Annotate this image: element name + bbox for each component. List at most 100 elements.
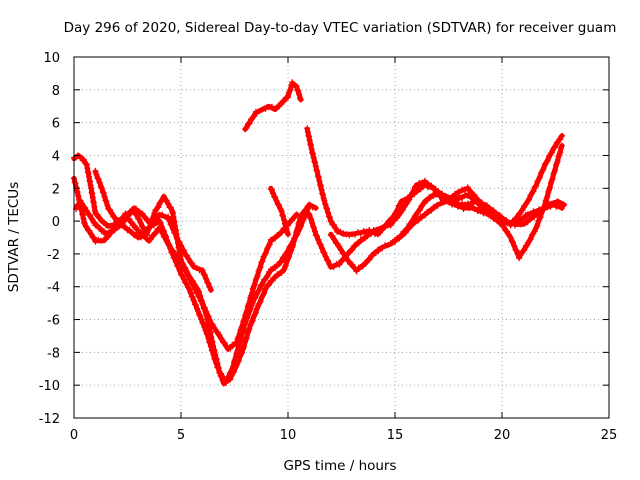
data-point bbox=[150, 219, 157, 226]
data-point bbox=[319, 190, 326, 197]
data-point bbox=[174, 263, 181, 270]
data-point bbox=[308, 145, 315, 152]
data-point bbox=[253, 305, 260, 312]
data-point bbox=[513, 247, 520, 254]
data-point bbox=[317, 181, 324, 188]
data-point bbox=[227, 345, 234, 352]
data-point bbox=[372, 250, 379, 257]
data-point bbox=[329, 232, 336, 239]
data-point bbox=[155, 204, 162, 211]
data-point bbox=[298, 223, 305, 230]
data-point bbox=[187, 277, 194, 284]
data-point bbox=[341, 251, 348, 258]
data-point bbox=[115, 223, 122, 230]
data-point bbox=[457, 202, 464, 209]
data-point bbox=[187, 289, 194, 296]
data-point bbox=[191, 301, 198, 308]
data-point bbox=[213, 356, 220, 363]
data-point bbox=[289, 240, 296, 247]
data-point bbox=[434, 202, 441, 209]
data-point bbox=[156, 219, 163, 226]
data-point bbox=[206, 317, 213, 324]
data-point bbox=[343, 231, 350, 238]
data-point bbox=[387, 222, 394, 229]
data-point bbox=[94, 175, 101, 182]
data-point bbox=[514, 220, 521, 227]
data-point bbox=[306, 201, 313, 208]
data-point bbox=[325, 257, 332, 264]
data-point bbox=[207, 287, 214, 294]
data-point bbox=[479, 199, 486, 206]
data-point bbox=[108, 210, 115, 217]
series-track-j bbox=[392, 197, 568, 244]
series-track-f bbox=[267, 185, 291, 238]
data-point bbox=[311, 158, 318, 165]
data-point bbox=[262, 105, 269, 112]
data-point bbox=[185, 272, 192, 279]
data-point bbox=[308, 216, 315, 223]
data-point bbox=[128, 219, 135, 226]
data-point bbox=[257, 264, 264, 271]
data-point bbox=[257, 298, 264, 305]
data-point bbox=[349, 261, 356, 268]
y-tick-label: 8 bbox=[52, 84, 60, 99]
data-point bbox=[366, 256, 373, 263]
data-point bbox=[301, 214, 308, 221]
data-point bbox=[540, 166, 547, 173]
data-point bbox=[170, 226, 177, 233]
data-point bbox=[83, 223, 90, 230]
data-point bbox=[316, 177, 323, 184]
data-point bbox=[319, 191, 326, 198]
data-point bbox=[424, 197, 431, 204]
data-point bbox=[194, 305, 201, 312]
data-point bbox=[243, 334, 250, 341]
data-point bbox=[281, 220, 288, 227]
data-point bbox=[246, 299, 253, 306]
data-point bbox=[527, 236, 534, 243]
data-point bbox=[332, 225, 339, 232]
data-point bbox=[204, 279, 211, 286]
data-point bbox=[79, 200, 86, 207]
data-point bbox=[178, 242, 184, 249]
y-tick-label: 10 bbox=[43, 51, 60, 66]
data-point bbox=[205, 280, 212, 287]
data-point bbox=[325, 209, 332, 216]
data-point bbox=[268, 103, 275, 110]
chart-title: Day 296 of 2020, Sidereal Day-to-day VTE… bbox=[64, 20, 617, 36]
data-point bbox=[88, 216, 95, 223]
data-point bbox=[236, 331, 243, 338]
data-point bbox=[557, 149, 564, 156]
data-point bbox=[379, 245, 386, 252]
data-point bbox=[106, 206, 113, 213]
data-point bbox=[165, 240, 172, 247]
data-point bbox=[80, 156, 87, 163]
data-point bbox=[278, 208, 285, 215]
data-point bbox=[171, 229, 178, 236]
data-point bbox=[166, 217, 173, 224]
data-point bbox=[285, 248, 291, 255]
data-point bbox=[173, 234, 180, 241]
data-point bbox=[266, 241, 273, 248]
y-tick-label: -12 bbox=[39, 412, 60, 427]
data-point bbox=[396, 235, 403, 242]
data-point bbox=[95, 176, 102, 183]
data-point bbox=[179, 272, 186, 279]
data-point bbox=[268, 186, 275, 193]
data-point bbox=[139, 210, 146, 217]
data-point bbox=[296, 91, 303, 98]
data-point bbox=[87, 212, 94, 219]
data-point bbox=[212, 355, 219, 362]
data-point bbox=[77, 197, 84, 204]
data-point bbox=[183, 252, 190, 259]
data-point bbox=[241, 316, 248, 323]
data-point bbox=[338, 246, 345, 253]
y-tick-label: 0 bbox=[52, 215, 60, 230]
data-point bbox=[421, 212, 428, 219]
data-point bbox=[280, 98, 287, 105]
data-point bbox=[293, 211, 300, 218]
data-point bbox=[272, 194, 279, 201]
data-point bbox=[214, 360, 221, 367]
data-point bbox=[519, 207, 526, 214]
data-point bbox=[531, 214, 538, 221]
